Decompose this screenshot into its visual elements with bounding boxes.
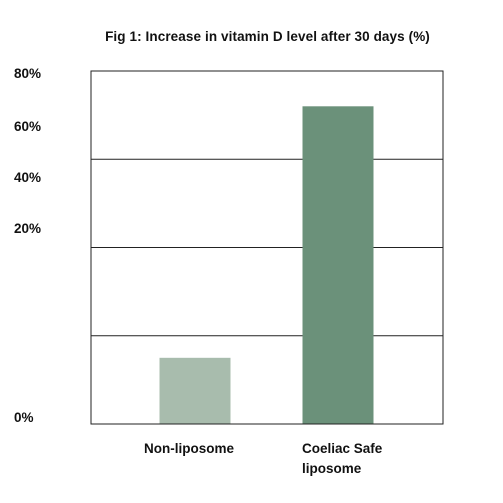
- y-tick-label-80: 80%: [14, 66, 42, 81]
- bar-non-liposome: [159, 357, 231, 424]
- x-tick-label-line: liposome: [302, 461, 362, 476]
- x-tick-label-non-liposome: Non-liposome: [144, 439, 234, 459]
- y-tick-label-0: 0%: [14, 410, 34, 425]
- y-tick-label-20: 20%: [14, 221, 42, 236]
- x-tick-label-coeliac-safe-liposome: Coeliac Safe liposome: [302, 439, 382, 479]
- gridlines: [91, 158, 443, 337]
- chart-title: Fig 1: Increase in vitamin D level after…: [105, 29, 430, 44]
- y-tick-label-40: 40%: [14, 170, 42, 185]
- x-tick-label-line: Coeliac Safe: [302, 441, 383, 456]
- bars: [159, 106, 374, 425]
- y-tick-label-60: 60%: [14, 119, 42, 134]
- x-tick-label-line: Non-liposome: [144, 441, 234, 456]
- plot-frame: [90, 70, 444, 425]
- plot-border: [90, 70, 444, 425]
- bar-coeliac-safe-liposome: [302, 106, 374, 425]
